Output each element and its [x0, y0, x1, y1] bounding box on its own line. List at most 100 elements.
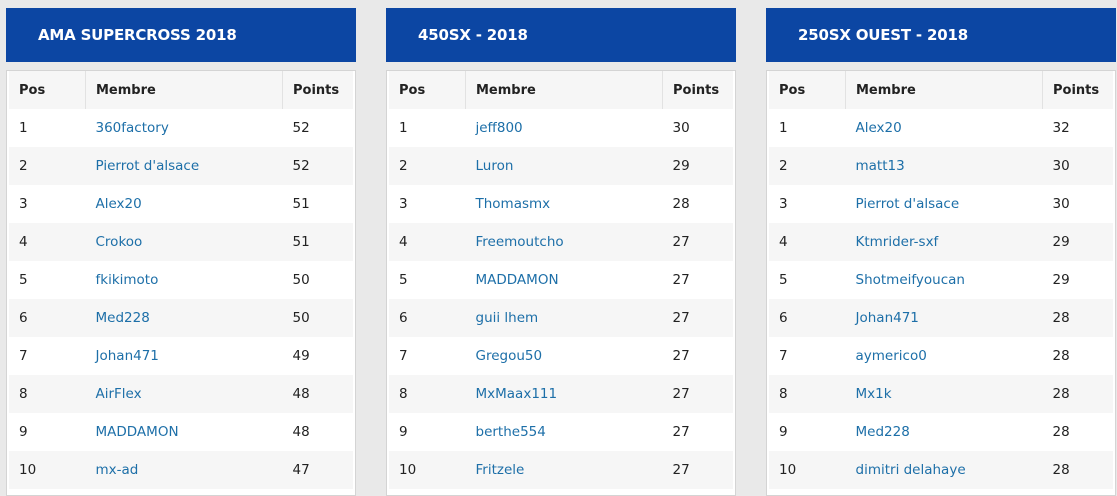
- position-cell: 3: [19, 196, 28, 212]
- member-link[interactable]: fkikimoto: [95, 272, 159, 288]
- column-header-points: Points: [662, 71, 733, 109]
- member-link[interactable]: Fritzele: [465, 451, 663, 489]
- member-link[interactable]: Johan471: [95, 348, 159, 364]
- position-cell: 4: [769, 223, 846, 261]
- member-link[interactable]: 360factory: [95, 120, 169, 136]
- member-link[interactable]: MxMaax111: [465, 375, 663, 413]
- table-row: 8 Mx1k 28: [769, 375, 1113, 413]
- column-header-pos: Pos: [769, 71, 846, 109]
- table-row: 8 AirFlex 48: [9, 375, 353, 413]
- points-cell: 29: [1052, 272, 1070, 288]
- table-row: 9 Med228 28: [769, 413, 1113, 451]
- member-link[interactable]: Thomasmx: [475, 196, 551, 212]
- member-link[interactable]: Shotmeifyoucan: [855, 272, 965, 288]
- member-link[interactable]: Johan471: [845, 299, 1043, 337]
- points-cell: 51: [282, 223, 353, 261]
- member-link[interactable]: AirFlex: [85, 375, 283, 413]
- table-body: 1 Alex20 32 2 matt13 30 3 Pierrot d'alsace 30 …: [769, 109, 1113, 489]
- position-cell: 4: [9, 223, 86, 261]
- member-link[interactable]: Pierrot d'alsace: [85, 147, 283, 185]
- member-link[interactable]: matt13: [845, 147, 1043, 185]
- standings-panel-ama-supercross: AMA SUPERCROSS 2018 Pos Membre Points 1 3…: [6, 8, 356, 496]
- member-link[interactable]: Med228: [855, 424, 910, 440]
- points-cell: 27: [672, 348, 690, 364]
- column-header-points: Points: [282, 71, 353, 109]
- position-cell: 8: [769, 375, 846, 413]
- table-row: 4 Freemoutcho 27: [389, 223, 733, 261]
- table-body: 1 jeff800 30 2 Luron 29 3 Thomasmx 28 4 Freemou…: [389, 109, 733, 489]
- points-cell: 47: [282, 451, 353, 489]
- position-cell: 4: [389, 223, 466, 261]
- table-row: 8 MxMaax111 27: [389, 375, 733, 413]
- points-cell: 29: [1042, 223, 1113, 261]
- table-row: 2 Pierrot d'alsace 52: [9, 147, 353, 185]
- table-row: 10 dimitri delahaye 28: [769, 451, 1113, 489]
- panel-title: AMA SUPERCROSS 2018: [6, 8, 356, 62]
- points-cell: 48: [282, 375, 353, 413]
- member-link[interactable]: guii lhem: [465, 299, 663, 337]
- points-cell: 30: [672, 120, 690, 136]
- member-link[interactable]: berthe554: [475, 424, 546, 440]
- member-link[interactable]: jeff800: [475, 120, 523, 136]
- member-link[interactable]: aymerico0: [855, 348, 927, 364]
- member-link[interactable]: mx-ad: [85, 451, 283, 489]
- member-link[interactable]: Med228: [85, 299, 283, 337]
- member-link[interactable]: MADDAMON: [95, 424, 179, 440]
- member-link[interactable]: Luron: [465, 147, 663, 185]
- table-row: 5 Shotmeifyoucan 29: [769, 261, 1113, 299]
- member-link[interactable]: MADDAMON: [475, 272, 559, 288]
- position-cell: 1: [779, 120, 788, 136]
- position-cell: 7: [399, 348, 408, 364]
- table-row: 6 Med228 50: [9, 299, 353, 337]
- table-row: 1 360factory 52: [9, 109, 353, 147]
- points-cell: 48: [292, 424, 310, 440]
- member-link[interactable]: Pierrot d'alsace: [855, 196, 960, 212]
- position-cell: 8: [9, 375, 86, 413]
- table-header-row: Pos Membre Points: [9, 71, 353, 109]
- standings-table-card: Pos Membre Points 1 360factory 52 2 Pierrot…: [6, 70, 356, 496]
- points-cell: 50: [292, 272, 310, 288]
- table-row: 5 MADDAMON 27: [389, 261, 733, 299]
- points-cell: 27: [672, 272, 690, 288]
- points-cell: 27: [662, 375, 733, 413]
- column-header-member: Membre: [845, 71, 1043, 109]
- position-cell: 3: [779, 196, 788, 212]
- column-header-member: Membre: [465, 71, 663, 109]
- points-cell: 27: [662, 299, 733, 337]
- table-row: 3 Pierrot d'alsace 30: [769, 185, 1113, 223]
- points-cell: 29: [662, 147, 733, 185]
- position-cell: 10: [769, 451, 846, 489]
- points-cell: 27: [672, 424, 690, 440]
- position-cell: 7: [779, 348, 788, 364]
- position-cell: 6: [9, 299, 86, 337]
- member-link[interactable]: Freemoutcho: [465, 223, 663, 261]
- member-link[interactable]: Crokoo: [85, 223, 283, 261]
- member-link[interactable]: Alex20: [95, 196, 142, 212]
- member-link[interactable]: Ktmrider-sxf: [845, 223, 1043, 261]
- table-row: 3 Thomasmx 28: [389, 185, 733, 223]
- points-cell: 30: [1042, 147, 1113, 185]
- member-link[interactable]: Mx1k: [845, 375, 1043, 413]
- position-cell: 10: [9, 451, 86, 489]
- points-cell: 28: [1052, 424, 1070, 440]
- column-header-member: Membre: [85, 71, 283, 109]
- points-cell: 52: [292, 120, 310, 136]
- points-cell: 32: [1052, 120, 1070, 136]
- column-header-pos: Pos: [389, 71, 466, 109]
- points-cell: 49: [292, 348, 310, 364]
- table-row: 5 fkikimoto 50: [9, 261, 353, 299]
- points-cell: 27: [662, 223, 733, 261]
- position-cell: 5: [779, 272, 788, 288]
- table-row: 1 Alex20 32: [769, 109, 1113, 147]
- member-link[interactable]: Gregou50: [475, 348, 543, 364]
- table-row: 7 Gregou50 27: [389, 337, 733, 375]
- points-cell: 30: [1052, 196, 1070, 212]
- table-row: 2 Luron 29: [389, 147, 733, 185]
- table-row: 10 Fritzele 27: [389, 451, 733, 489]
- member-link[interactable]: dimitri delahaye: [845, 451, 1043, 489]
- member-link[interactable]: Alex20: [855, 120, 902, 136]
- table-row: 1 jeff800 30: [389, 109, 733, 147]
- table-row: 7 Johan471 49: [9, 337, 353, 375]
- points-cell: 28: [1052, 348, 1070, 364]
